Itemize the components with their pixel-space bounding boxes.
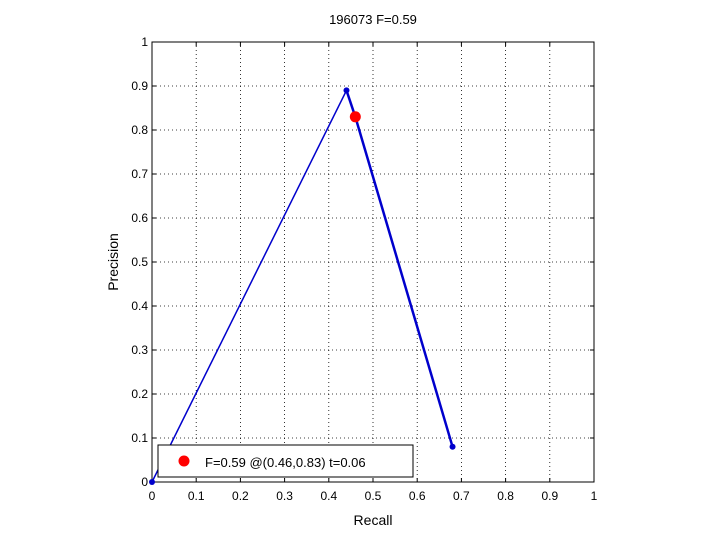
x-tick-label: 0.4 xyxy=(320,489,337,503)
best-point-layer xyxy=(349,111,361,123)
y-tick-label: 0 xyxy=(141,475,148,489)
x-axis-label: Recall xyxy=(354,512,393,528)
series-point xyxy=(449,443,456,450)
y-tick-label: 0.1 xyxy=(131,431,148,445)
y-axis-label: Precision xyxy=(105,233,121,291)
legend-label: F=0.59 @(0.46,0.83) t=0.06 xyxy=(205,455,366,470)
x-tick-label: 1 xyxy=(591,489,598,503)
legend-box xyxy=(157,444,414,478)
x-tick-label: 0.5 xyxy=(365,489,382,503)
x-tick-label: 0.9 xyxy=(541,489,558,503)
x-tick-label: 0.7 xyxy=(453,489,470,503)
y-tick-label: 0.7 xyxy=(131,167,148,181)
x-tick-label: 0.6 xyxy=(409,489,426,503)
series-segment xyxy=(354,116,454,448)
x-tick-label: 0.3 xyxy=(276,489,293,503)
x-tick-label: 0.2 xyxy=(232,489,249,503)
y-tick-label: 1 xyxy=(141,35,148,49)
x-tick-label: 0.8 xyxy=(497,489,514,503)
series-segment xyxy=(151,90,348,483)
y-tick-label: 0.5 xyxy=(131,255,148,269)
legend-marker xyxy=(178,455,190,467)
y-tick-label: 0.2 xyxy=(131,387,148,401)
x-tick-label: 0.1 xyxy=(188,489,205,503)
chart-title: 196073 F=0.59 xyxy=(329,12,417,27)
y-tick-label: 0.3 xyxy=(131,343,148,357)
best-f-point xyxy=(349,111,361,123)
y-tick-label: 0.9 xyxy=(131,79,148,93)
series-point xyxy=(343,87,350,94)
legend: F=0.59 @(0.46,0.83) t=0.06 xyxy=(157,444,414,478)
series-point xyxy=(149,479,155,485)
y-tick-label: 0.4 xyxy=(131,299,148,313)
y-tick-label: 0.6 xyxy=(131,211,148,225)
x-tick-label: 0 xyxy=(149,489,156,503)
y-tick-label: 0.8 xyxy=(131,123,148,137)
x-tick-labels: 0 0.1 0.2 0.3 0.4 0.5 0.6 0.7 0.8 0.9 1 xyxy=(149,489,598,503)
y-tick-labels: 0 0.1 0.2 0.3 0.4 0.5 0.6 0.7 0.8 0.9 1 xyxy=(131,35,148,489)
